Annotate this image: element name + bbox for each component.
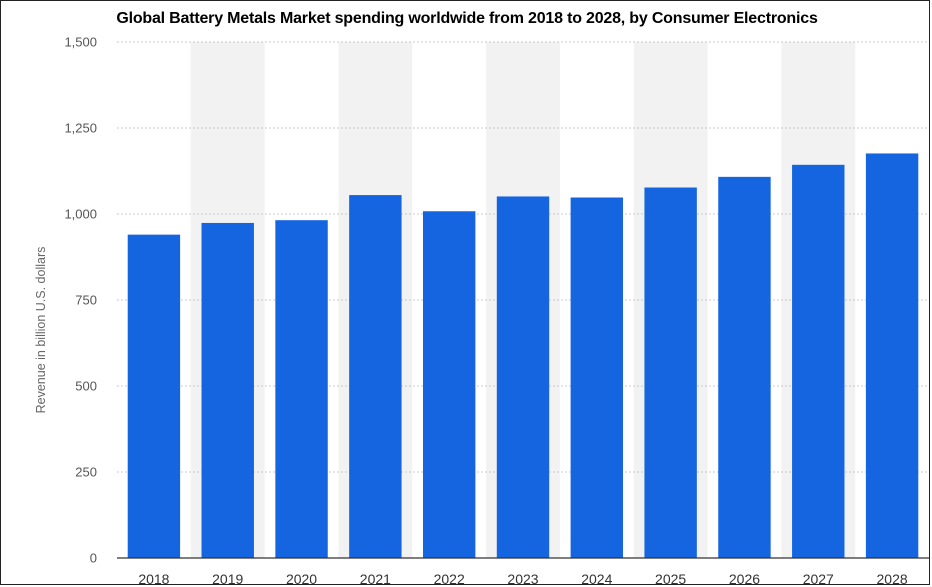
bars (127, 153, 919, 559)
y-axis-label: Revenue in billion U.S. dollars (34, 247, 48, 414)
bar-2024 (570, 197, 624, 558)
x-tick-label: 2020 (286, 571, 317, 586)
x-tick-label: 2023 (507, 571, 538, 586)
bar-2019 (201, 222, 254, 558)
x-tick-label: 2021 (360, 571, 391, 586)
y-axis-ticks: 0 250 500 750 1,000 1,250 1,500 (64, 35, 97, 566)
bar-2028 (865, 153, 919, 558)
bar-2022 (422, 211, 476, 559)
bar-2026 (718, 176, 771, 558)
bar-2021 (349, 195, 402, 558)
x-tick-label: 2028 (877, 571, 908, 586)
bar-2025 (644, 187, 697, 558)
x-tick-label: 2018 (138, 571, 169, 586)
x-tick-label: 2027 (803, 571, 834, 586)
y-tick-label: 750 (75, 293, 97, 308)
bar-2027 (792, 164, 845, 559)
bar-2020 (275, 220, 328, 558)
x-tick-label: 2026 (729, 571, 760, 586)
y-tick-label: 500 (75, 379, 97, 394)
x-tick-label: 2024 (581, 571, 612, 586)
x-tick-label: 2025 (655, 571, 686, 586)
bar-2023 (496, 196, 550, 558)
y-tick-label: 1,000 (64, 207, 97, 222)
y-tick-label: 250 (75, 465, 97, 480)
x-axis-ticks: 2018 2019 2020 2021 2022 2023 2024 2025 2026 2027… (138, 571, 908, 586)
x-tick-label: 2019 (212, 571, 243, 586)
chart-title: Global Battery Metals Market spending wo… (116, 10, 818, 27)
y-tick-label: 1,250 (64, 121, 97, 136)
y-tick-label: 1,500 (64, 35, 97, 50)
y-tick-label: 0 (90, 551, 97, 566)
x-tick-label: 2022 (434, 571, 465, 586)
bar-2018 (127, 234, 181, 558)
